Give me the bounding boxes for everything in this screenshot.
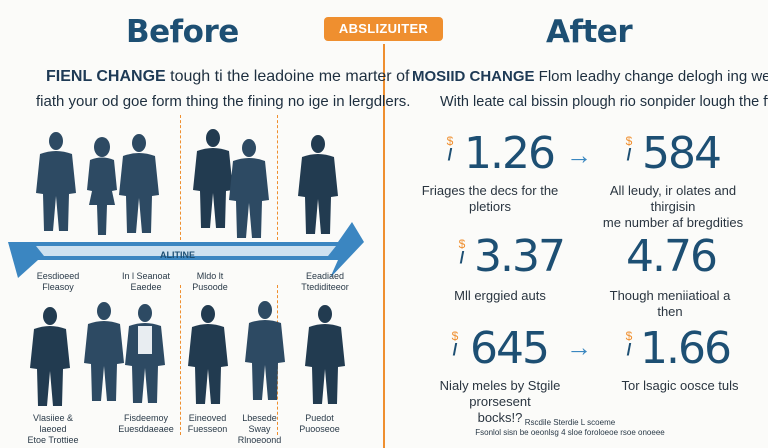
- person-silhouette-icon: [36, 132, 76, 231]
- person-silhouette-icon: [125, 304, 165, 403]
- person-silhouette-icon: [188, 305, 228, 404]
- before-lead-line2: fiath your od goe form thing the fining …: [36, 93, 411, 110]
- header-badge: ABSLIZUITER: [324, 17, 443, 41]
- caption: Eesdioeed Fleasoy: [36, 271, 80, 292]
- caption: Lbesede Sway Rlnoeoond: [237, 413, 282, 445]
- after-lead-text: Flom leadhy change delogh ing welets: [534, 68, 768, 85]
- transition-arrow-band: [8, 222, 364, 278]
- footnote: Rscdile Sterdie L scoeme Fsonlol sisn be …: [475, 418, 665, 437]
- stat-value: 1.66: [640, 323, 732, 374]
- after-lead: MOSIID CHANGE Flom leadhy change delogh …: [412, 65, 768, 89]
- center-divider: [383, 44, 385, 448]
- currency-fraction-icon: $ /: [625, 329, 633, 359]
- stat-description: Friages the decs for the pletiors: [421, 183, 559, 214]
- caption: Puedot Puooseoe: [299, 413, 340, 434]
- currency-fraction-icon: $ /: [625, 134, 633, 164]
- before-title: Before: [126, 14, 239, 50]
- person-silhouette-icon: [84, 302, 124, 401]
- stat-description: Though meniiatioal a then: [609, 288, 731, 319]
- person-silhouette-icon: [30, 307, 70, 406]
- before-lead: FIENL CHANGE tough ti the leadoine me ma…: [46, 65, 409, 89]
- currency-fraction-icon: $ /: [458, 237, 466, 267]
- dashed-divider: [277, 115, 278, 240]
- caption: Eeadiaed Ttediditeeor: [301, 271, 349, 292]
- stat-value: 584: [642, 128, 722, 179]
- before-lead-text: tough ti the leadoine me marter of: [165, 68, 410, 85]
- person-silhouette-icon: [193, 129, 233, 228]
- stat-description: All leudy, ir olates and thirgisin me num…: [602, 183, 744, 230]
- person-silhouette-icon: [245, 301, 285, 400]
- caption: In l Seanoat Eaedee: [121, 271, 171, 292]
- stat-value: 645: [470, 323, 550, 374]
- stat-value: 1.26: [464, 128, 556, 179]
- currency-fraction-icon: $ /: [451, 329, 459, 359]
- caption: Mldo lt Pusoode: [192, 271, 228, 292]
- band-label: ALITINE: [160, 250, 195, 260]
- stat-value: 4.76: [626, 231, 718, 282]
- person-silhouette-icon: [305, 305, 345, 404]
- dashed-divider: [180, 115, 181, 240]
- arrow-right-icon: →: [566, 140, 592, 170]
- stat-description: Mll erggied auts: [454, 288, 546, 303]
- team-silhouettes-bottom: [30, 301, 345, 406]
- stat-value: 3.37: [474, 231, 566, 282]
- caption: Fisdeemoy Euesddaeaee: [118, 413, 174, 434]
- after-lead-line2: With leate cal bissin plough rio sonpide…: [440, 94, 768, 110]
- stat-description: Nialy meles by Stgile prorsesent bocks!?: [439, 378, 561, 425]
- currency-fraction-icon: $ /: [446, 134, 454, 164]
- arrow-right-icon: →: [566, 332, 592, 362]
- stat-description: Tor lsagic oosce tuls: [621, 378, 739, 393]
- before-lead-bold: FIENL CHANGE: [46, 68, 166, 85]
- caption: Vlasiiee & laeoed Etoe Trottiee: [27, 413, 79, 445]
- caption: Eineoved Fuesseon: [187, 413, 228, 434]
- dashed-divider: [180, 285, 181, 435]
- after-lead-bold: MOSIID CHANGE: [412, 68, 535, 85]
- after-title: After: [546, 14, 633, 50]
